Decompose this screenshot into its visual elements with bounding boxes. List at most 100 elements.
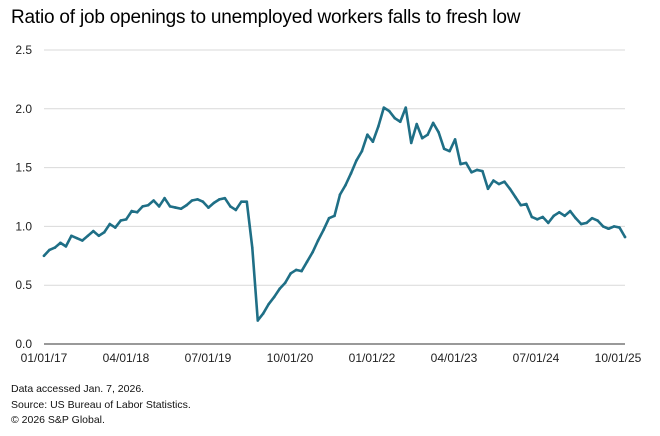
data-point: [327, 216, 331, 220]
data-point: [475, 168, 479, 172]
data-point: [585, 221, 588, 225]
x-tick-label: 07/01/24: [513, 351, 560, 365]
data-point: [289, 272, 292, 275]
x-tick-label: 10/01/25: [595, 351, 642, 365]
data-point: [278, 287, 281, 291]
data-point: [102, 230, 106, 234]
data-point: [201, 200, 205, 203]
data-point: [322, 228, 325, 232]
x-tick-label: 07/01/19: [185, 351, 232, 365]
data-point: [283, 281, 287, 285]
data-point: [316, 239, 320, 242]
data-point: [355, 159, 358, 162]
data-point: [530, 215, 534, 219]
data-point: [503, 180, 506, 184]
data-point: [590, 216, 594, 220]
data-point: [245, 200, 249, 203]
data-point: [97, 234, 101, 238]
x-tick-label: 10/01/20: [267, 351, 314, 365]
data-point: [86, 234, 90, 238]
data-point: [305, 260, 309, 263]
data-point: [119, 219, 123, 222]
data-point: [519, 203, 523, 207]
data-point: [229, 205, 232, 208]
data-point: [481, 169, 484, 173]
y-tick-label: 2.0: [15, 102, 32, 116]
chart-title: Ratio of job openings to unemployed work…: [11, 7, 521, 28]
data-point: [546, 221, 550, 225]
data-point: [261, 312, 265, 315]
data-point: [596, 219, 599, 222]
data-point: [437, 131, 440, 134]
data-point: [607, 227, 610, 231]
x-tick-label: 01/01/17: [21, 351, 68, 365]
data-point: [398, 120, 402, 124]
data-point: [163, 196, 166, 200]
data-point: [42, 254, 46, 258]
data-point: [190, 199, 194, 202]
data-point: [113, 226, 117, 229]
x-tick-label: 04/01/23: [431, 351, 478, 365]
data-point: [514, 195, 517, 199]
series-layer: [42, 106, 627, 322]
data-point: [371, 140, 375, 144]
data-point: [623, 235, 627, 239]
data-point: [508, 187, 512, 191]
data-point: [108, 222, 112, 226]
data-point: [338, 193, 342, 196]
data-point: [409, 141, 413, 145]
data-point: [152, 199, 155, 202]
data-point: [541, 215, 545, 219]
x-tick-label: 04/01/18: [103, 351, 150, 365]
data-point: [404, 106, 408, 109]
data-point: [442, 147, 446, 151]
data-point: [618, 226, 621, 229]
footer-data-accessed: Data accessed Jan. 7, 2026.: [11, 383, 145, 395]
data-point: [563, 214, 567, 218]
data-point: [124, 218, 128, 221]
data-point: [212, 201, 216, 205]
series-line: [42, 106, 627, 322]
data-point: [92, 229, 95, 233]
data-point: [470, 171, 473, 174]
data-point: [393, 116, 397, 120]
data-point: [420, 136, 424, 140]
y-tick-label: 1.0: [15, 219, 32, 233]
data-point: [70, 234, 73, 238]
data-point: [267, 302, 271, 306]
x-tick-label: 01/01/22: [349, 351, 396, 365]
y-tick-label: 0.5: [15, 278, 32, 292]
y-tick-label: 2.5: [15, 43, 32, 57]
footer-notes: Data accessed Jan. 7, 2026. Source: US B…: [11, 382, 191, 429]
data-point: [601, 225, 605, 228]
data-point: [579, 222, 583, 226]
data-point: [250, 246, 254, 249]
y-tick-label: 0.0: [15, 337, 32, 351]
x-axis-ticks: 01/01/17 04/01/18 07/01/19 10/01/20 01/01/22…: [21, 351, 642, 365]
data-point: [146, 203, 150, 207]
data-point: [431, 121, 435, 125]
y-axis-ticks: 0.0 0.5 1.0 1.5 2.0 2.5: [15, 43, 32, 351]
data-point: [568, 209, 572, 213]
data-point: [256, 319, 260, 322]
data-point: [333, 214, 336, 218]
data-point: [349, 172, 353, 175]
data-point: [240, 200, 243, 203]
data-point: [552, 214, 556, 218]
data-point: [388, 109, 391, 113]
data-point: [272, 295, 276, 299]
data-point: [48, 248, 51, 252]
data-point: [536, 218, 539, 221]
data-point: [377, 125, 380, 128]
data-point: [415, 122, 419, 126]
data-point: [174, 206, 177, 209]
data-point: [218, 198, 221, 201]
data-point: [426, 133, 429, 136]
y-tick-label: 1.5: [15, 161, 32, 175]
data-point: [130, 209, 133, 213]
footer-copyright: © 2026 S&P Global.: [11, 414, 105, 426]
gridlines: [44, 49, 625, 345]
data-point: [574, 216, 577, 220]
